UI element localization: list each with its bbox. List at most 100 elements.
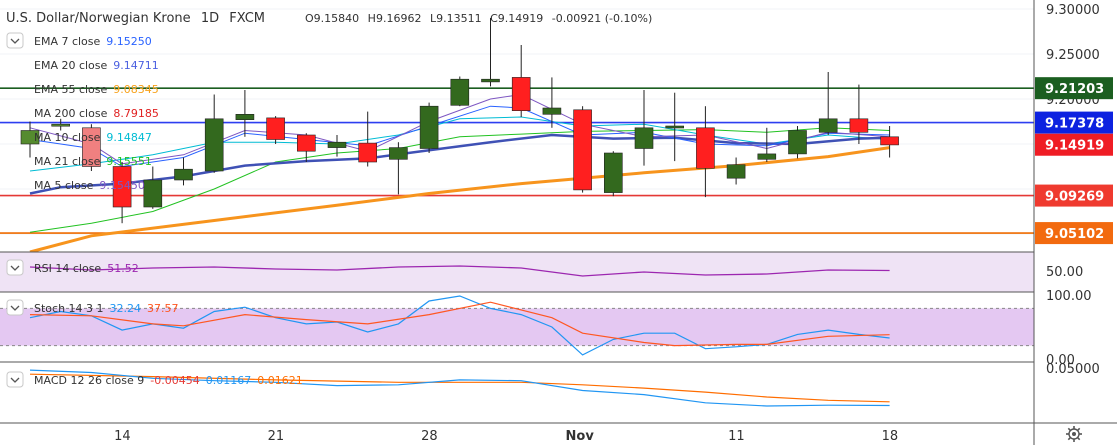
candle[interactable]	[327, 135, 347, 157]
candle[interactable]	[266, 116, 285, 144]
candle[interactable]	[481, 18, 500, 87]
legend-name: EMA 55 close	[34, 83, 108, 96]
candle[interactable]	[696, 106, 715, 198]
indicator-value: 32.24	[110, 302, 142, 315]
change-value: -0.00921 (-0.10%)	[552, 12, 652, 25]
time-tick-label: 11	[728, 429, 745, 444]
indicator-value: 37.57	[147, 302, 179, 315]
stoch-tick-label: 100.00	[1046, 289, 1092, 304]
macd-legend[interactable]: MACD 12 26 close 9 -0.00454 0.01167 0.01621	[6, 371, 303, 388]
ma10-line	[29, 116, 890, 172]
candle[interactable]	[542, 77, 562, 128]
candle[interactable]	[389, 142, 408, 195]
candle[interactable]	[726, 157, 746, 185]
candle[interactable]	[358, 111, 378, 167]
candle[interactable]	[174, 157, 193, 186]
price-tag-bg	[1035, 222, 1113, 245]
candle[interactable]	[112, 162, 132, 224]
candle-body	[634, 127, 654, 149]
price-tag-label: 9.09269	[1045, 190, 1104, 205]
stoch-tick-label: 0.00	[1046, 353, 1075, 368]
candle[interactable]	[573, 106, 592, 193]
time-tick-label: 28	[421, 429, 438, 444]
candle-body	[296, 134, 316, 152]
candle-body	[82, 127, 101, 167]
chevron-down-icon	[10, 377, 20, 383]
candle-body	[481, 78, 500, 83]
legend-value: 9.14847	[106, 131, 152, 144]
candle-body	[204, 118, 224, 172]
candle-body	[174, 168, 193, 181]
candle-body	[603, 152, 623, 193]
ohlc-readout: O9.15840 H9.16962 L9.13511 C9.14919 -0.0…	[305, 12, 652, 25]
price-tag: 9.17378	[1035, 111, 1113, 134]
legend-item[interactable]: EMA 20 close 9.14711	[34, 59, 159, 72]
legend-name: MA 21 close	[34, 155, 101, 168]
legend-item[interactable]: EMA 55 close 9.08345	[34, 83, 159, 96]
candle[interactable]	[51, 118, 71, 131]
legend-item[interactable]: MA 10 close 9.14847	[34, 131, 152, 144]
legend-item[interactable]: MA 200 close 8.79185	[34, 107, 159, 120]
legend-item[interactable]: MA 21 close 9.15551	[34, 155, 152, 168]
candle[interactable]	[296, 133, 316, 162]
candle-body	[235, 114, 255, 121]
stoch-legend[interactable]: Stoch 14 3 1 32.24 37.57	[6, 299, 179, 316]
legend-value: 9.15450	[99, 179, 145, 192]
price-tag: 9.05102	[1035, 222, 1113, 245]
candle-body	[696, 127, 715, 169]
ema7-line	[29, 105, 890, 168]
candle[interactable]	[603, 151, 623, 197]
candle[interactable]	[634, 90, 654, 166]
chevron-down-icon[interactable]	[6, 259, 24, 276]
legend-collapse-icon[interactable]	[6, 32, 24, 49]
price-tag-label: 9.17378	[1045, 117, 1104, 132]
interval: 1D	[201, 11, 219, 26]
candle-body	[788, 130, 807, 155]
candle[interactable]	[788, 126, 807, 159]
price-tag: 9.21203	[1035, 77, 1113, 100]
candle-body	[327, 141, 347, 148]
symbol-name: U.S. Dollar/Norwegian Krone	[6, 11, 191, 26]
chart-header: U.S. Dollar/Norwegian Krone 1D FXCM	[6, 11, 265, 26]
indicator-value: 51.52	[107, 262, 139, 275]
rsi-legend[interactable]: RSI 14 close 51.52	[6, 259, 139, 276]
candle-body	[665, 125, 685, 129]
chevron-down-icon[interactable]	[6, 371, 24, 388]
price-tick-label: 9.30000	[1046, 3, 1100, 18]
candle[interactable]	[665, 92, 685, 162]
macd-pane[interactable]: 0.05000	[29, 362, 1100, 407]
candle[interactable]	[511, 45, 531, 117]
legend-name: EMA 7 close	[34, 35, 101, 48]
macd-tick-label: 0.05000	[1046, 362, 1100, 377]
candle[interactable]	[818, 72, 838, 135]
candle[interactable]	[757, 127, 777, 162]
price-tick-label: 9.25000	[1046, 48, 1100, 63]
price-tag-bg	[1035, 184, 1113, 207]
candle[interactable]	[849, 84, 869, 144]
candle-body	[450, 78, 470, 106]
legend-item[interactable]: MA 5 close 9.15450	[34, 179, 145, 192]
candle[interactable]	[20, 121, 40, 158]
stoch-pane[interactable]: 100.00 0.00	[0, 289, 1092, 368]
legend-item[interactable]: EMA 7 close 9.15250	[34, 35, 152, 48]
candle-body	[542, 107, 562, 115]
settings-gear-icon[interactable]	[1066, 426, 1082, 442]
price-tag-bg	[1035, 111, 1113, 134]
candle[interactable]	[419, 102, 439, 153]
rsi-pane[interactable]: 50.00	[0, 252, 1083, 292]
open-value: 9.15840	[314, 12, 360, 25]
candle[interactable]	[235, 90, 255, 137]
candle[interactable]	[204, 94, 224, 173]
candle[interactable]	[880, 126, 899, 158]
chevron-down-icon[interactable]	[6, 299, 24, 316]
candle[interactable]	[450, 76, 470, 107]
price-tag-label: 9.21203	[1045, 82, 1104, 97]
candle[interactable]	[143, 166, 163, 209]
indicator-label: Stoch 14 3 1 32.24 37.57	[34, 302, 179, 315]
candle-body	[511, 77, 531, 112]
candle[interactable]	[82, 124, 101, 171]
time-tick-label: Nov	[566, 429, 595, 444]
indicator-label: MACD 12 26 close 9 -0.00454 0.01167 0.01621	[34, 374, 303, 387]
candle-body	[726, 164, 746, 179]
